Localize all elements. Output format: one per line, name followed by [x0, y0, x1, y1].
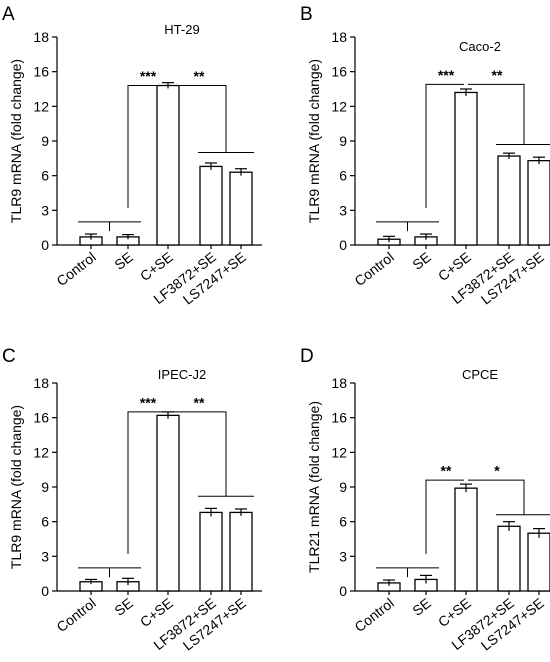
- panel-a: A HT-29 TLR9 mRNA (fold change) 0 3 6 9 12 16 18 C…: [2, 4, 262, 308]
- bar: [497, 155, 521, 246]
- chart-title: CPCE: [462, 367, 498, 382]
- y-tick-label: 0: [41, 237, 49, 253]
- bar: [527, 532, 550, 592]
- y-tick-label: 12: [331, 98, 347, 114]
- y-tick-label: 16: [33, 410, 49, 426]
- y-tick-label: 6: [41, 168, 49, 184]
- bracket-se-cse: [425, 479, 464, 554]
- x-tick-label: SE: [409, 595, 434, 619]
- significance-label: ***: [140, 68, 157, 84]
- panel-d: D CPCE TLR21 mRNA (fold change) 0 3 6 9 12 16 18 C…: [300, 346, 550, 654]
- bar: [229, 171, 253, 246]
- y-tick-label: 0: [41, 583, 49, 599]
- bracket-se-cse: [425, 83, 464, 208]
- y-axis-label: TLR9 mRNA (fold change): [306, 59, 322, 223]
- y-axis-label: TLR21 mRNA (fold change): [306, 401, 322, 573]
- y-tick-label: 12: [33, 444, 49, 460]
- y-tick-label: 0: [339, 237, 347, 253]
- x-tick-label: Control: [351, 249, 396, 289]
- y-tick-label: 9: [41, 479, 49, 495]
- y-tick-label: 16: [33, 64, 49, 80]
- y-tick-label: 6: [41, 514, 49, 530]
- y-tick-label: 9: [41, 133, 49, 149]
- y-axis-label: TLR9 mRNA (fold change): [8, 405, 24, 569]
- chart-title: HT-29: [164, 22, 199, 37]
- significance-label: ***: [140, 394, 157, 410]
- significance-label: **: [441, 463, 452, 479]
- x-tick-label: Control: [351, 595, 396, 635]
- panel-b: B Caco-2 TLR9 mRNA (fold change) 0 3 6 9 12 16 18…: [300, 4, 550, 308]
- significance-label: *: [494, 463, 500, 479]
- panel-letter: C: [2, 346, 16, 367]
- bar: [199, 511, 223, 592]
- bracket-se-cse: [127, 85, 166, 208]
- significance-label: **: [492, 67, 503, 83]
- y-tick-label: 18: [331, 29, 347, 45]
- bar: [454, 91, 478, 246]
- y-tick-label: 3: [41, 202, 49, 218]
- x-tick-label: Control: [53, 595, 98, 635]
- y-tick-label: 9: [339, 479, 347, 495]
- bracket-se-cse: [127, 411, 166, 554]
- y-tick-label: 16: [331, 64, 347, 80]
- y-tick-label: 3: [339, 548, 347, 564]
- y-tick-label: 18: [33, 29, 49, 45]
- y-tick-label: 6: [339, 514, 347, 530]
- y-axis-label: TLR9 mRNA (fold change): [8, 59, 24, 223]
- x-tick-label: SE: [111, 249, 136, 273]
- y-tick-label: 6: [339, 168, 347, 184]
- x-tick-label: Control: [53, 249, 98, 289]
- significance-label: **: [194, 394, 205, 410]
- significance-label: **: [194, 68, 205, 84]
- y-tick-label: 3: [41, 548, 49, 564]
- bar: [497, 525, 521, 592]
- bar: [199, 165, 223, 246]
- bracket-cse-treatments: [468, 479, 525, 515]
- bar: [156, 414, 180, 592]
- panel-letter: A: [2, 4, 15, 25]
- chart-title: Caco-2: [459, 39, 501, 54]
- x-tick-label: SE: [409, 249, 434, 273]
- y-tick-label: 12: [331, 444, 347, 460]
- bar: [156, 84, 180, 246]
- bracket-cse-treatments: [170, 85, 227, 153]
- y-tick-label: 9: [339, 133, 347, 149]
- bracket-cse-treatments: [468, 83, 525, 145]
- y-tick-label: 3: [339, 202, 347, 218]
- bar: [229, 511, 253, 592]
- panel-letter: B: [300, 4, 313, 25]
- bar: [527, 159, 550, 246]
- significance-label: ***: [438, 67, 455, 83]
- y-tick-label: 16: [331, 410, 347, 426]
- bar: [454, 487, 478, 592]
- y-tick-label: 18: [33, 375, 49, 391]
- bracket-cse-treatments: [170, 411, 227, 497]
- y-tick-label: 18: [331, 375, 347, 391]
- y-tick-label: 0: [339, 583, 347, 599]
- panel-c: C IPEC-J2 TLR9 mRNA (fold change) 0 3 6 9 12 16 1…: [2, 346, 262, 654]
- x-tick-label: SE: [111, 595, 136, 619]
- panel-letter: D: [300, 346, 314, 367]
- y-tick-label: 12: [33, 98, 49, 114]
- chart-title: IPEC-J2: [158, 367, 206, 382]
